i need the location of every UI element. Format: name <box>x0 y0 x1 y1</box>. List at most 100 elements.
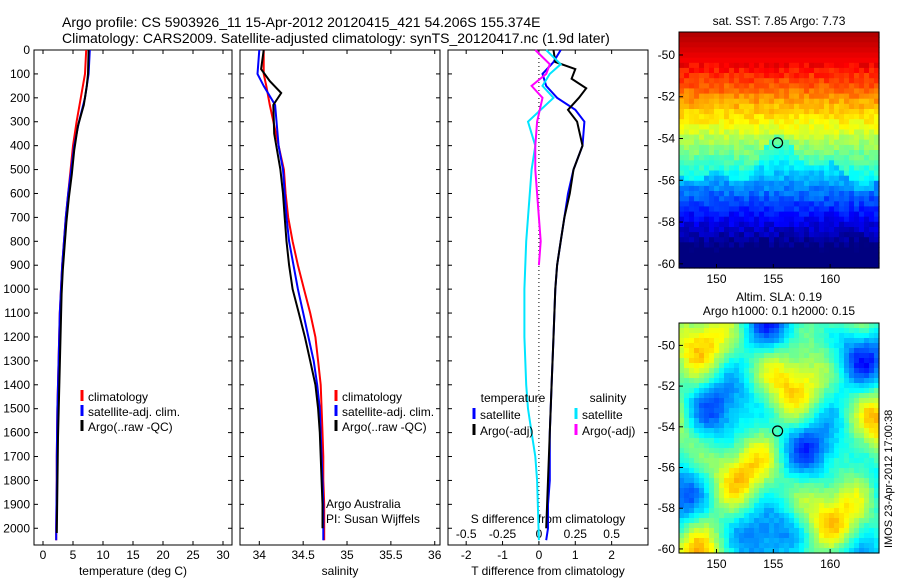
y-tick-label: -52 <box>658 90 676 104</box>
y-tick-label: 400 <box>10 139 30 153</box>
y-tick-label: 1700 <box>3 450 30 464</box>
y-tick-label: -54 <box>658 420 676 434</box>
heatmap-cells <box>679 323 880 554</box>
pi-text: PI: Susan Wijffels <box>326 512 420 526</box>
y-tick-label: 1100 <box>4 306 30 320</box>
x-axis-label: salinity <box>322 564 359 578</box>
y-tick-label: 600 <box>10 186 30 200</box>
legend-label: satellite <box>480 408 521 422</box>
x-tick-label: 35.5 <box>379 548 403 562</box>
map-title: Altim. SLA: 0.19 <box>736 290 822 304</box>
heatmap-cells <box>679 32 880 269</box>
x-tick-label: 0 <box>536 548 543 562</box>
y-tick-label: 1400 <box>3 378 30 392</box>
y-tick-label: 0 <box>23 43 30 57</box>
y-tick-label: -50 <box>658 338 676 352</box>
watermark-text: IMOS 23-Apr-2012 17:00:38 <box>883 410 895 548</box>
top-tick-label: 0.25 <box>564 527 588 541</box>
header-line-1: Argo profile: CS 5903926_11 15-Apr-2012 … <box>62 14 540 30</box>
y-tick-label: 1800 <box>3 473 30 487</box>
x-tick-label: -1 <box>497 548 508 562</box>
temperature-panel: 0100200300400500600700800900100011001200… <box>3 43 233 578</box>
legend-label: climatology <box>342 390 402 404</box>
argo-position-marker <box>771 425 784 437</box>
y-tick-label: 700 <box>10 210 30 224</box>
x-tick-label: 36 <box>428 548 442 562</box>
legend-label: Argo(-adj) <box>480 424 533 438</box>
difference-panel: -2 -1 0 1 2 T difference from climatology -0.5… <box>447 49 649 578</box>
legend-label: Argo(..raw -QC) <box>342 420 427 434</box>
x-tick-label: 30 <box>216 548 230 562</box>
y-tick-label: -60 <box>658 542 676 556</box>
salinity-panel: 34 34.5 35 35.5 36 salinity climatologysatelli… <box>239 49 442 578</box>
y-tick-label: -50 <box>658 48 676 62</box>
y-tick-label: 1600 <box>3 426 30 440</box>
y-tick-label: 800 <box>10 234 30 248</box>
x-tick-label: 150 <box>706 557 726 571</box>
x-tick-label: 15 <box>126 548 140 562</box>
x-tick-label: 150 <box>706 272 726 286</box>
series-line-2 <box>523 49 563 541</box>
legend-label: satellite-adj. clim. <box>342 405 434 419</box>
y-tick-label: 100 <box>10 67 30 81</box>
legend-header-temperature: temperature <box>481 391 546 405</box>
x-tick-label: -2 <box>461 548 472 562</box>
x-tick-label: 2 <box>608 548 615 562</box>
legend-label: Argo(-adj) <box>582 424 635 438</box>
x-tick-label: 160 <box>820 272 840 286</box>
y-tick-label: 1000 <box>3 282 30 296</box>
y-tick-label: -56 <box>658 461 676 475</box>
x-tick-label: 34 <box>253 548 267 562</box>
y-tick-label: -58 <box>658 215 676 229</box>
map-subtitle: Argo h1000: 0.1 h2000: 0.15 <box>703 304 855 318</box>
series-line-1 <box>545 49 588 529</box>
series-line-2 <box>55 49 90 534</box>
y-tick-label: 1300 <box>3 354 30 368</box>
y-tick-label: 1900 <box>3 497 30 511</box>
y-tick-label: 900 <box>10 258 30 272</box>
x-tick-label: 160 <box>820 557 840 571</box>
y-tick-label: 300 <box>10 115 30 129</box>
series-line-3 <box>530 49 551 266</box>
y-tick-label: 500 <box>10 163 30 177</box>
legend-label: climatology <box>88 390 148 404</box>
x-tick-label: 155 <box>763 557 783 571</box>
header-line-2: Climatology: CARS2009. Satellite-adjuste… <box>62 30 610 46</box>
map-frame <box>678 31 880 269</box>
y-tick-label: 1200 <box>3 330 30 344</box>
x-tick-label: 10 <box>96 548 110 562</box>
y-tick-label: -52 <box>658 379 676 393</box>
legend-header-salinity: salinity <box>590 391 627 405</box>
x-tick-label: 35 <box>340 548 354 562</box>
map-title: sat. SST: 7.85 Argo: 7.73 <box>713 14 846 28</box>
y-tick-label: 200 <box>10 91 30 105</box>
y-tick-label: -58 <box>658 501 676 515</box>
argo-position-marker <box>771 137 784 149</box>
y-tick-label: -54 <box>658 132 676 146</box>
x-axis-label: temperature (deg C) <box>79 564 187 578</box>
plot-frame <box>33 49 233 546</box>
sla-map: 150 155 160 -50 -52 -54 -56 -58 -60 Altim. SLA: 0… <box>658 290 880 571</box>
x-tick-label: 1 <box>572 548 579 562</box>
x-tick-label: 0 <box>40 548 47 562</box>
y-tick-label: -56 <box>658 173 676 187</box>
credit-text: Argo Australia <box>326 497 401 511</box>
series-line-2 <box>260 49 324 529</box>
legend-label: satellite-adj. clim. <box>88 405 180 419</box>
legend-label: Argo(..raw -QC) <box>88 420 173 434</box>
x-tick-label: 34.5 <box>291 548 315 562</box>
map-frame <box>678 322 880 554</box>
x-tick-label: 5 <box>70 548 77 562</box>
x-tick-label: 20 <box>156 548 170 562</box>
y-tick-label: -60 <box>658 257 676 271</box>
top-tick-label: 0.5 <box>603 527 620 541</box>
top-tick-label: -0.25 <box>489 527 517 541</box>
x-tick-label: 155 <box>763 272 783 286</box>
legend-label: satellite <box>582 408 623 422</box>
top-tick-label: -0.5 <box>456 527 477 541</box>
y-tick-label: 1500 <box>3 402 30 416</box>
sst-map: 150 155 160 -50 -52 -54 -56 -58 -60 sat. SST: 7.8… <box>658 14 880 286</box>
plot-frame <box>239 49 441 546</box>
x-axis-label: T difference from climatology <box>471 564 625 578</box>
